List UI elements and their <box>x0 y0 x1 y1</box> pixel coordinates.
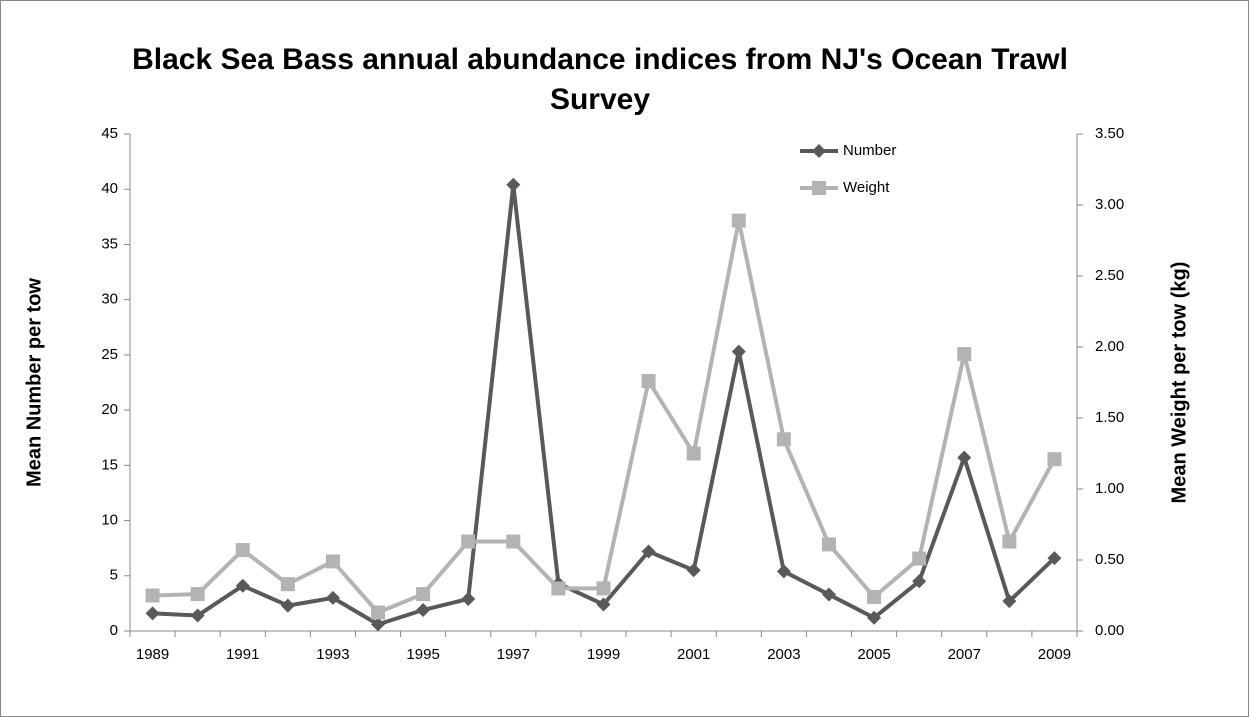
data-point <box>145 588 160 603</box>
x-tick-label: 1993 <box>316 646 349 663</box>
y-tick-label: 0 <box>110 622 118 639</box>
data-point <box>821 587 836 602</box>
chart-title: Black Sea Bass annual abundance indices … <box>132 43 1068 116</box>
data-point <box>596 597 611 612</box>
data-point <box>1002 594 1017 609</box>
legend-marker <box>812 144 826 158</box>
data-point <box>416 587 431 602</box>
data-point <box>641 374 656 389</box>
x-tick-label: 2003 <box>767 646 800 663</box>
data-point <box>776 432 791 447</box>
y-tick-label: 25 <box>101 346 118 363</box>
y2-axis-title: Mean Weight per tow (kg) <box>1168 262 1190 504</box>
y2-tick-label: 0.50 <box>1095 551 1124 568</box>
data-point <box>957 450 972 465</box>
y-tick-label: 30 <box>101 291 118 308</box>
x-tick-label: 2007 <box>948 646 981 663</box>
y2-tick-label: 2.00 <box>1095 338 1124 355</box>
data-point <box>461 591 476 606</box>
legend-label: Number <box>843 142 896 159</box>
x-tick-label: 2001 <box>677 646 710 663</box>
data-point <box>1002 534 1017 549</box>
data-point <box>1047 452 1062 467</box>
legend-label: Weight <box>843 179 890 196</box>
data-point <box>596 581 611 596</box>
data-point <box>235 543 250 558</box>
legend-marker <box>812 181 826 195</box>
data-point <box>867 589 882 604</box>
y2-tick-label: 0.00 <box>1095 622 1124 639</box>
data-point <box>957 347 972 362</box>
y2-tick-label: 3.00 <box>1095 196 1124 213</box>
data-point <box>190 608 205 623</box>
data-point <box>325 590 340 605</box>
y-tick-label: 45 <box>101 125 118 142</box>
data-point <box>461 534 476 549</box>
y-tick-label: 20 <box>101 401 118 418</box>
x-tick-label: 1995 <box>406 646 439 663</box>
x-tick-label: 1989 <box>136 646 169 663</box>
y-axis-title: Mean Number per tow <box>23 278 45 487</box>
y2-tick-label: 1.50 <box>1095 409 1124 426</box>
data-point <box>821 537 836 552</box>
data-point <box>235 578 250 593</box>
data-point <box>506 177 521 192</box>
x-tick-label: 2005 <box>857 646 890 663</box>
data-point <box>190 587 205 602</box>
y2-tick-label: 2.50 <box>1095 267 1124 284</box>
x-tick-label: 1997 <box>497 646 530 663</box>
y2-tick-label: 3.50 <box>1095 125 1124 142</box>
data-point <box>280 577 295 592</box>
data-point <box>731 344 746 359</box>
data-point <box>280 598 295 613</box>
data-point <box>912 574 927 589</box>
y-tick-label: 40 <box>101 180 118 197</box>
y-tick-label: 10 <box>101 512 118 529</box>
data-point <box>686 563 701 578</box>
y-tick-label: 5 <box>110 567 118 584</box>
y-tick-label: 15 <box>101 456 118 473</box>
data-point <box>325 554 340 569</box>
data-point <box>641 544 656 559</box>
data-point <box>912 551 927 566</box>
data-point <box>867 610 882 625</box>
data-point <box>1047 551 1062 566</box>
data-point <box>776 564 791 579</box>
data-point <box>506 534 521 549</box>
data-point <box>145 606 160 621</box>
x-tick-label: 1999 <box>587 646 620 663</box>
y-tick-label: 35 <box>101 235 118 252</box>
data-point <box>371 605 386 620</box>
y2-tick-label: 1.00 <box>1095 480 1124 497</box>
data-point <box>731 213 746 228</box>
data-point <box>416 603 431 618</box>
x-tick-label: 2009 <box>1038 646 1071 663</box>
x-tick-label: 1991 <box>226 646 259 663</box>
data-point <box>371 617 386 632</box>
data-point <box>686 446 701 461</box>
data-point <box>551 581 566 596</box>
